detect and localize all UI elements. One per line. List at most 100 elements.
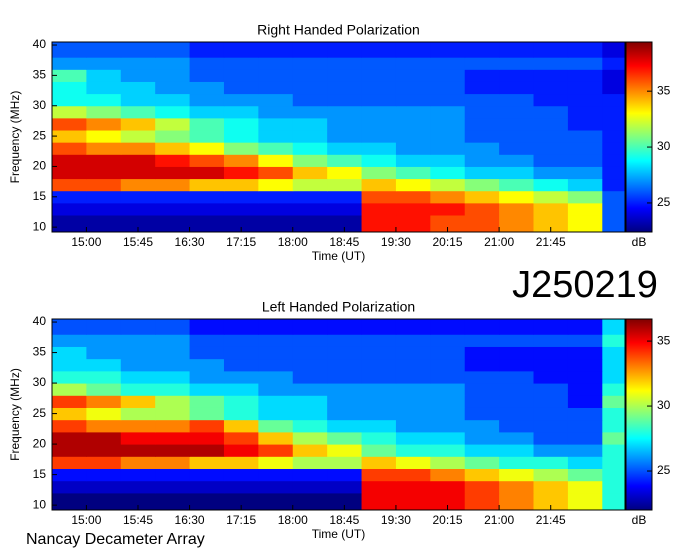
heatmap-cell xyxy=(533,370,569,384)
heatmap-cell xyxy=(533,492,569,511)
heatmap-cell xyxy=(223,370,259,384)
heatmap-cell xyxy=(258,142,294,155)
heatmap-cell xyxy=(292,42,328,58)
heatmap-cell xyxy=(395,105,431,119)
heatmap-cell xyxy=(223,444,259,457)
heatmap-cell xyxy=(499,407,535,421)
heatmap-cell xyxy=(602,407,626,421)
heatmap-cell xyxy=(52,178,87,192)
heatmap-cell xyxy=(464,178,500,192)
colorbar-tick-label: 25 xyxy=(657,195,671,209)
heatmap-cell xyxy=(602,395,626,408)
heatmap-cell xyxy=(189,358,225,372)
heatmap-cell xyxy=(120,419,156,433)
heatmap-cell xyxy=(361,130,397,143)
heatmap-cell xyxy=(86,105,122,119)
heatmap-cell xyxy=(292,370,328,384)
heatmap-cell xyxy=(430,202,466,216)
heatmap-cell xyxy=(533,319,569,335)
heatmap-cell xyxy=(292,57,328,70)
heatmap-cell xyxy=(189,105,225,119)
instrument-name: Nancay Decameter Array xyxy=(26,531,205,548)
heatmap-cell xyxy=(120,215,156,233)
chart-title: Right Handed Polarization xyxy=(257,22,420,38)
heatmap-cell xyxy=(395,42,431,58)
heatmap-cell xyxy=(292,319,328,335)
heatmap-cell xyxy=(430,190,466,204)
heatmap-cell xyxy=(155,178,191,192)
heatmap-cell xyxy=(327,69,363,82)
y-tick-label: 10 xyxy=(33,497,47,511)
heatmap-cell xyxy=(52,383,87,396)
heatmap-cell xyxy=(361,69,397,82)
heatmap-cell xyxy=(292,346,328,360)
heatmap-cell xyxy=(499,431,535,445)
heatmap-cell xyxy=(602,419,626,433)
heatmap-cell xyxy=(430,431,466,445)
heatmap-cell xyxy=(464,69,500,82)
heatmap-cell xyxy=(189,81,225,95)
heatmap-cell xyxy=(327,202,363,216)
heatmap-cell xyxy=(430,178,466,192)
x-tick-label: 21:45 xyxy=(536,513,566,527)
heatmap-cell xyxy=(327,334,363,347)
heatmap-cell xyxy=(86,142,122,155)
heatmap-cell xyxy=(327,419,363,433)
heatmap-cell xyxy=(155,358,191,372)
heatmap-cell xyxy=(602,42,626,58)
heatmap-cell xyxy=(189,468,225,482)
heatmap-cell xyxy=(292,468,328,482)
heatmap-cell xyxy=(292,154,328,167)
colorbar-tick-label: 35 xyxy=(657,333,671,347)
heatmap-cell xyxy=(86,130,122,143)
heatmap-cell xyxy=(86,178,122,192)
heatmap-cell xyxy=(499,202,535,216)
heatmap-cell xyxy=(86,419,122,433)
heatmap-cell xyxy=(499,419,535,433)
heatmap-cell xyxy=(52,346,87,360)
heatmap-cell xyxy=(120,431,156,445)
heatmap-cell xyxy=(120,346,156,360)
heatmap-cell xyxy=(120,383,156,396)
heatmap-cell xyxy=(567,105,603,119)
heatmap-cell xyxy=(292,178,328,192)
heatmap-cell xyxy=(395,202,431,216)
heatmap-cell xyxy=(361,154,397,167)
heatmap-cell xyxy=(533,334,569,347)
heatmap-cell xyxy=(361,57,397,70)
y-tick-label: 35 xyxy=(33,68,47,82)
heatmap-cell xyxy=(223,57,259,70)
heatmap-cell xyxy=(327,456,363,470)
heatmap-cell xyxy=(533,215,569,233)
heatmap-cell xyxy=(189,166,225,180)
heatmap-cell xyxy=(464,383,500,396)
heatmap-cell xyxy=(361,202,397,216)
heatmap-cell xyxy=(120,407,156,421)
y-tick-label: 10 xyxy=(33,219,47,233)
heatmap-cell xyxy=(567,319,603,335)
heatmap-cell xyxy=(189,319,225,335)
heatmap-cell xyxy=(464,42,500,58)
heatmap-cell xyxy=(292,358,328,372)
heatmap-cell xyxy=(258,69,294,82)
heatmap-cell xyxy=(292,395,328,408)
heatmap-cell xyxy=(533,480,569,494)
heatmap-cell xyxy=(189,190,225,204)
y-tick-label: 30 xyxy=(33,375,47,389)
heatmap-cell xyxy=(292,492,328,511)
heatmap-cell xyxy=(499,57,535,70)
heatmap-cell xyxy=(120,142,156,155)
heatmap-cell xyxy=(602,358,626,372)
heatmap-cell xyxy=(327,105,363,119)
x-tick-label: 15:45 xyxy=(123,235,153,249)
heatmap-cell xyxy=(120,57,156,70)
heatmap-cell xyxy=(499,492,535,511)
heatmap-cell xyxy=(499,166,535,180)
heatmap-cell xyxy=(327,358,363,372)
heatmap-cell xyxy=(327,142,363,155)
heatmap-cell xyxy=(52,142,87,155)
heatmap-cell xyxy=(120,358,156,372)
heatmap-cell xyxy=(155,395,191,408)
heatmap-cell xyxy=(52,117,87,131)
